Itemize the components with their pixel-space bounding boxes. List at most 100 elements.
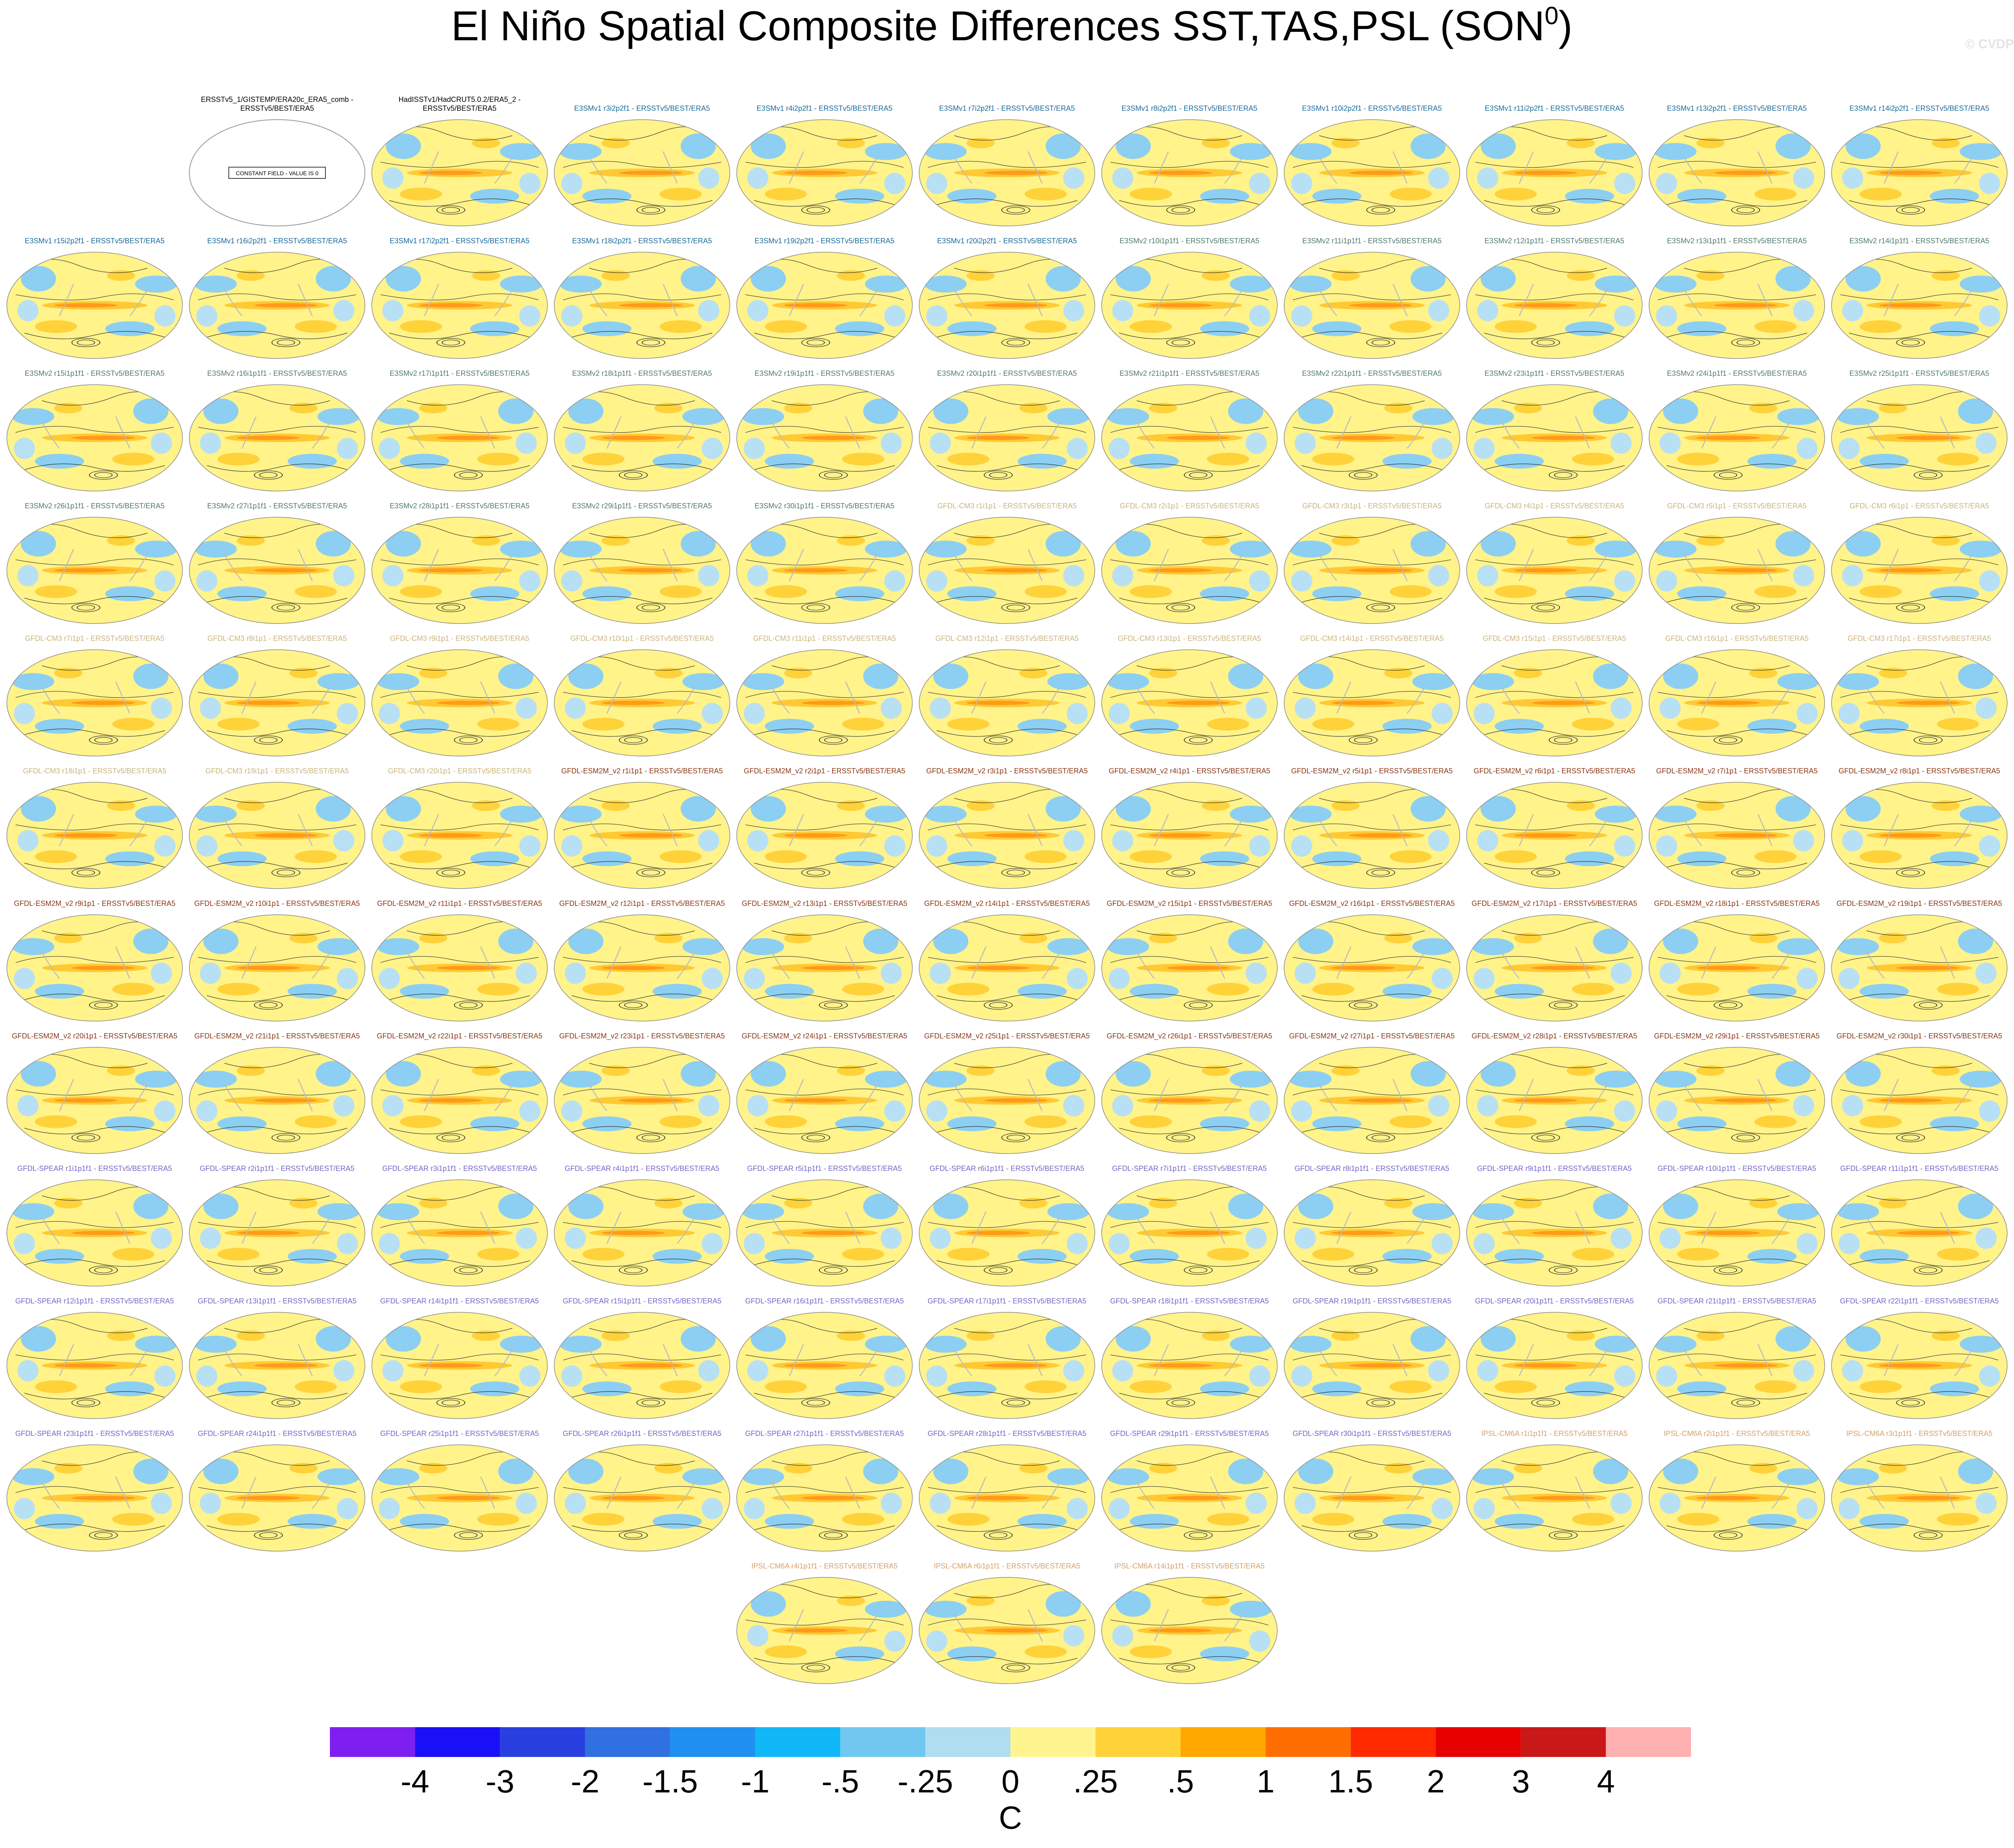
panel-title: E3SMv2 r29i1p1f1 - ERSSTv5/BEST/ERA5 [572, 502, 712, 510]
map-panel: E3SMv2 r25i1p1f1 - ERSSTv5/BEST/ERA5 [1831, 369, 2008, 491]
panel-title: IPSL-CM6A r4i1p1f1 - ERSSTv5/BEST/ERA5 [751, 1562, 897, 1570]
map-panel: GFDL-ESM2M_v2 r20i1p1 - ERSSTv5/BEST/ERA… [6, 1032, 183, 1154]
map-panel: GFDL-CM3 r9i1p1 - ERSSTv5/BEST/ERA5 [371, 634, 548, 756]
panel-title: GFDL-CM3 r7i1p1 - ERSSTv5/BEST/ERA5 [25, 634, 164, 642]
map-panel: GFDL-CM3 r20i1p1 - ERSSTv5/BEST/ERA5 [371, 767, 548, 889]
map-panel: GFDL-ESM2M_v2 r5i1p1 - ERSSTv5/BEST/ERA5 [1284, 767, 1460, 889]
map-panel: GFDL-SPEAR r5i1p1f1 - ERSSTv5/BEST/ERA5 [736, 1164, 913, 1287]
map-panel: GFDL-SPEAR r14i1p1f1 - ERSSTv5/BEST/ERA5 [371, 1297, 548, 1419]
map [554, 517, 730, 624]
map [1466, 384, 1643, 491]
panel-title: GFDL-SPEAR r24i1p1f1 - ERSSTv5/BEST/ERA5 [198, 1430, 356, 1438]
panel-title: E3SMv1 r20i2p2f1 - ERSSTv5/BEST/ERA5 [937, 237, 1077, 245]
map-panel: E3SMv2 r29i1p1f1 - ERSSTv5/BEST/ERA5 [554, 502, 730, 624]
map-panel: GFDL-ESM2M_v2 r24i1p1 - ERSSTv5/BEST/ERA… [736, 1032, 913, 1154]
map [919, 384, 1095, 491]
map-panel: E3SMv2 r10i1p1f1 - ERSSTv5/BEST/ERA5 [1101, 237, 1278, 359]
map-panel: GFDL-SPEAR r29i1p1f1 - ERSSTv5/BEST/ERA5 [1101, 1430, 1278, 1552]
map-panel: GFDL-ESM2M_v2 r29i1p1 - ERSSTv5/BEST/ERA… [1649, 1032, 1825, 1154]
map-panel: GFDL-ESM2M_v2 r21i1p1 - ERSSTv5/BEST/ERA… [189, 1032, 365, 1154]
panel-title: E3SMv2 r25i1p1f1 - ERSSTv5/BEST/ERA5 [1849, 369, 1989, 377]
panel-title: GFDL-SPEAR r16i1p1f1 - ERSSTv5/BEST/ERA5 [745, 1297, 904, 1305]
panel-title: GFDL-ESM2M_v2 r25i1p1 - ERSSTv5/BEST/ERA… [924, 1032, 1090, 1040]
map-panel: IPSL-CM6A r3i1p1f1 - ERSSTv5/BEST/ERA5 [1831, 1430, 2008, 1552]
map [554, 1047, 730, 1154]
map [1284, 649, 1460, 756]
panel-title: GFDL-SPEAR r3i1p1f1 - ERSSTv5/BEST/ERA5 [382, 1164, 537, 1173]
map-panel: GFDL-ESM2M_v2 r27i1p1 - ERSSTv5/BEST/ERA… [1284, 1032, 1460, 1154]
panel-title: GFDL-SPEAR r2i1p1f1 - ERSSTv5/BEST/ERA5 [200, 1164, 354, 1173]
map [6, 914, 183, 1021]
map-panel: GFDL-CM3 r17i1p1 - ERSSTv5/BEST/ERA5 [1831, 634, 2008, 756]
panel-title: GFDL-ESM2M_v2 r4i1p1 - ERSSTv5/BEST/ERA5 [1109, 767, 1270, 775]
map-panel: GFDL-ESM2M_v2 r19i1p1 - ERSSTv5/BEST/ERA… [1831, 899, 2008, 1021]
map [1831, 119, 2008, 226]
panel-title: E3SMv2 r30i1p1f1 - ERSSTv5/BEST/ERA5 [754, 502, 894, 510]
map-panel: GFDL-ESM2M_v2 r9i1p1 - ERSSTv5/BEST/ERA5 [6, 899, 183, 1021]
panel-title: GFDL-SPEAR r17i1p1f1 - ERSSTv5/BEST/ERA5 [928, 1297, 1086, 1305]
panel-title: GFDL-ESM2M_v2 r30i1p1 - ERSSTv5/BEST/ERA… [1836, 1032, 2002, 1040]
map [1649, 384, 1825, 491]
map-panel: E3SMv2 r23i1p1f1 - ERSSTv5/BEST/ERA5 [1466, 369, 1643, 491]
panel-title: GFDL-ESM2M_v2 r18i1p1 - ERSSTv5/BEST/ERA… [1654, 899, 1819, 908]
panel-title: GFDL-ESM2M_v2 r26i1p1 - ERSSTv5/BEST/ERA… [1106, 1032, 1272, 1040]
map [919, 252, 1095, 359]
panel-title: GFDL-SPEAR r9i1p1f1 - ERSSTv5/BEST/ERA5 [1477, 1164, 1632, 1173]
map [371, 649, 548, 756]
colorbar-swatch [755, 1727, 841, 1757]
panel-title: GFDL-ESM2M_v2 r12i1p1 - ERSSTv5/BEST/ERA… [559, 899, 725, 908]
map-panel: GFDL-ESM2M_v2 r30i1p1 - ERSSTv5/BEST/ERA… [1831, 1032, 2008, 1154]
map [1831, 1179, 2008, 1287]
map [554, 384, 730, 491]
panel-title: GFDL-ESM2M_v2 r11i1p1 - ERSSTv5/BEST/ERA… [377, 899, 542, 908]
map-panel: E3SMv1 r13i2p2f1 - ERSSTv5/BEST/ERA5 [1649, 104, 1825, 226]
panel-title: GFDL-ESM2M_v2 r24i1p1 - ERSSTv5/BEST/ERA… [742, 1032, 907, 1040]
panel-title: GFDL-CM3 r1i1p1 - ERSSTv5/BEST/ERA5 [937, 502, 1077, 510]
panel-title: GFDL-SPEAR r1i1p1f1 - ERSSTv5/BEST/ERA5 [17, 1164, 172, 1173]
map-panel: E3SMv1 r3i2p2f1 - ERSSTv5/BEST/ERA5 [554, 104, 730, 226]
map-panel: GFDL-SPEAR r28i1p1f1 - ERSSTv5/BEST/ERA5 [919, 1430, 1095, 1552]
map [6, 517, 183, 624]
map [1101, 517, 1278, 624]
map-panel: GFDL-CM3 r1i1p1 - ERSSTv5/BEST/ERA5 [919, 502, 1095, 624]
colorbar-swatch [925, 1727, 1011, 1757]
panel-title: GFDL-CM3 r10i1p1 - ERSSTv5/BEST/ERA5 [570, 634, 714, 642]
map [189, 1312, 365, 1419]
map-panel: E3SMv1 r20i2p2f1 - ERSSTv5/BEST/ERA5 [919, 237, 1095, 359]
map-panel: E3SMv2 r28i1p1f1 - ERSSTv5/BEST/ERA5 [371, 502, 548, 624]
map-panel: GFDL-SPEAR r13i1p1f1 - ERSSTv5/BEST/ERA5 [189, 1297, 365, 1419]
map [1284, 119, 1460, 226]
map [1649, 1179, 1825, 1287]
panel-title: E3SMv1 r18i2p2f1 - ERSSTv5/BEST/ERA5 [572, 237, 712, 245]
colorbar-swatch [670, 1727, 755, 1757]
map-panel: GFDL-SPEAR r27i1p1f1 - ERSSTv5/BEST/ERA5 [736, 1430, 913, 1552]
map [6, 1444, 183, 1552]
map [1831, 914, 2008, 1021]
panel-title: GFDL-SPEAR r19i1p1f1 - ERSSTv5/BEST/ERA5 [1293, 1297, 1451, 1305]
map-panel: IPSL-CM6A r4i1p1f1 - ERSSTv5/BEST/ERA5 [736, 1562, 913, 1684]
panel-title: E3SMv1 r8i2p2f1 - ERSSTv5/BEST/ERA5 [1121, 104, 1257, 112]
colorbar-swatch [1010, 1727, 1096, 1757]
map [1831, 1047, 2008, 1154]
panel-title: GFDL-ESM2M_v2 r7i1p1 - ERSSTv5/BEST/ERA5 [1656, 767, 1817, 775]
map [1101, 649, 1278, 756]
panel-title: ERSSTv5_1/GISTEMP/ERA20c_ERA5_comb - [201, 95, 353, 104]
map-panel: GFDL-ESM2M_v2 r1i1p1 - ERSSTv5/BEST/ERA5 [554, 767, 730, 889]
panel-title: GFDL-ESM2M_v2 r22i1p1 - ERSSTv5/BEST/ERA… [377, 1032, 542, 1040]
colorbar-tick-label: 1 [1257, 1763, 1275, 1799]
map-panel: E3SMv1 r17i2p2f1 - ERSSTv5/BEST/ERA5 [371, 237, 548, 359]
panel-title: GFDL-SPEAR r27i1p1f1 - ERSSTv5/BEST/ERA5 [745, 1430, 904, 1438]
map-panel: E3SMv2 r14i1p1f1 - ERSSTv5/BEST/ERA5 [1831, 237, 2008, 359]
map-panel: GFDL-SPEAR r3i1p1f1 - ERSSTv5/BEST/ERA5 [371, 1164, 548, 1287]
panel-title: E3SMv1 r15i2p2f1 - ERSSTv5/BEST/ERA5 [25, 237, 164, 245]
map-panel: GFDL-CM3 r15i1p1 - ERSSTv5/BEST/ERA5 [1466, 634, 1643, 756]
map [189, 782, 365, 889]
map [1649, 119, 1825, 226]
map-panel: HadISSTv1/HadCRUT5.0.2/ERA5_2 -ERSSTv5/B… [371, 95, 548, 226]
panel-title: GFDL-SPEAR r22i1p1f1 - ERSSTv5/BEST/ERA5 [1840, 1297, 1999, 1305]
map [1649, 1047, 1825, 1154]
map [371, 1312, 548, 1419]
map-panel: GFDL-ESM2M_v2 r14i1p1 - ERSSTv5/BEST/ERA… [919, 899, 1095, 1021]
panel-title: E3SMv1 r16i2p2f1 - ERSSTv5/BEST/ERA5 [207, 237, 347, 245]
